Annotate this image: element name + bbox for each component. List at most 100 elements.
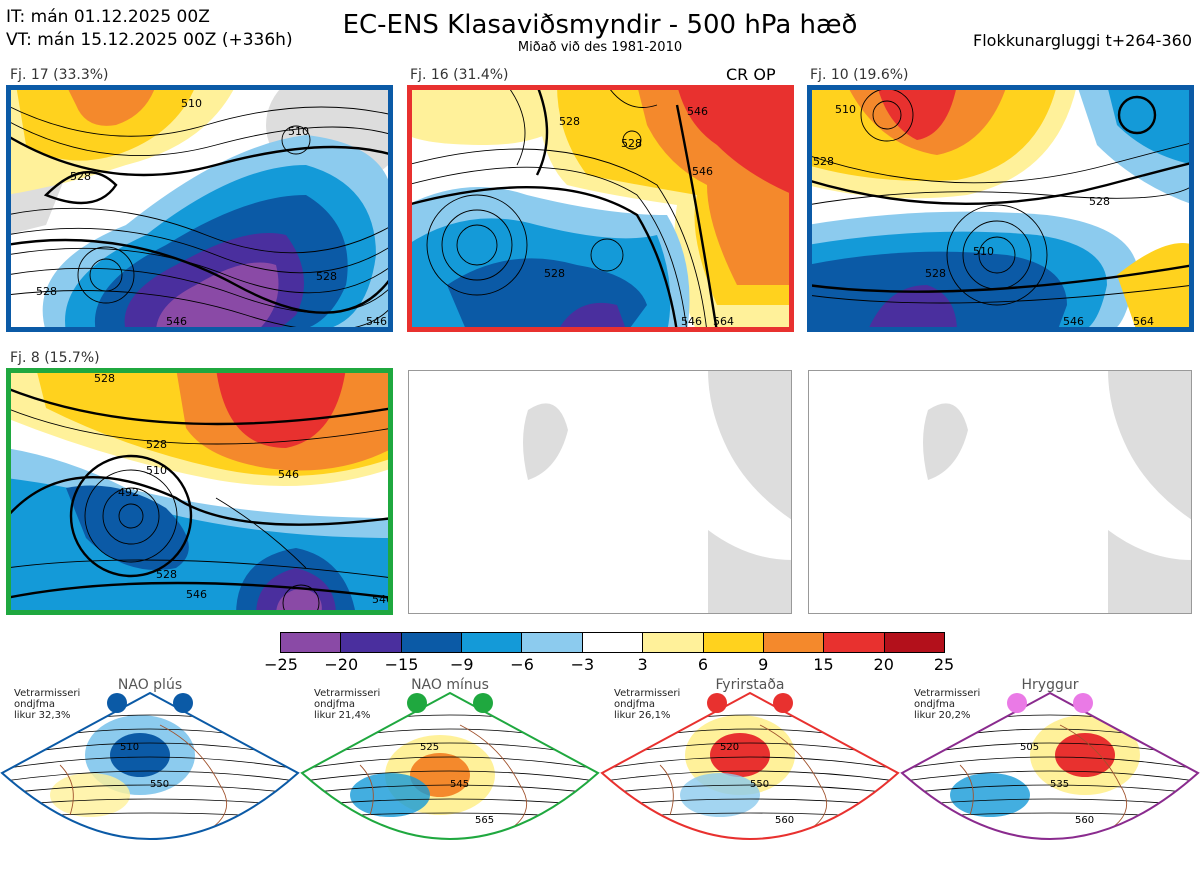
contour-label: 528 (94, 372, 115, 385)
initial-time: IT: mán 01.12.2025 00Z (6, 6, 293, 29)
colorbar-tick-label: 6 (683, 655, 723, 674)
contour-label: 546 (186, 588, 207, 601)
regime-note-line: Vetrarmisseri (614, 688, 680, 699)
colorbar-tick-label: −6 (502, 655, 542, 674)
contour-label: 546 (366, 315, 387, 328)
colorbar-tick-label: 20 (864, 655, 904, 674)
colorbar-cell (704, 633, 764, 652)
panel-3-label: Fj. 10 (19.6%) (810, 67, 909, 83)
contour-label: 510 (288, 125, 309, 138)
contour-label: 546 (1063, 315, 1084, 328)
colorbar-cell (281, 633, 341, 652)
contour-label: 492 (118, 486, 139, 499)
regime-contour-label: 545 (450, 779, 469, 790)
contour-label: 528 (36, 285, 57, 298)
regime-note-line: ondjfma (614, 699, 680, 710)
colorbar-tick-label: 25 (924, 655, 964, 674)
regime-note-line: Vetrarmisseri (314, 688, 380, 699)
regime-note-line: ondjfma (14, 699, 80, 710)
colorbar-cell (643, 633, 703, 652)
regime-note-line: Vetrarmisseri (14, 688, 80, 699)
colorbar-cell (583, 633, 643, 652)
regime-marker-dot (1073, 693, 1093, 713)
regime-note-line: likur 21,4% (314, 710, 380, 721)
contour-label: 564 (1133, 315, 1154, 328)
header-dates: IT: mán 01.12.2025 00Z VT: mán 15.12.202… (6, 6, 293, 52)
contour-label: 510 (146, 464, 167, 477)
panel-2-tag: CR OP (726, 65, 776, 84)
regime-contour-label: 535 (1050, 779, 1069, 790)
panel-1-label: Fj. 17 (33.3%) (10, 67, 109, 83)
regime-marker-dot (407, 693, 427, 713)
regime-marker-dot (707, 693, 727, 713)
regime-marker-dot (107, 693, 127, 713)
panel-2-label: Fj. 16 (31.4%) (410, 67, 509, 83)
contour-label: 546 (681, 315, 702, 328)
colorbar (280, 632, 945, 653)
contour-label: 528 (156, 568, 177, 581)
regime-contour-label: 520 (720, 742, 739, 753)
regime-title: Hryggur (990, 677, 1110, 693)
regime-note-line: likur 26,1% (614, 710, 680, 721)
regime-marker-dot (473, 693, 493, 713)
page-title: EC-ENS Klasaviðsmyndir - 500 hPa hæð (300, 10, 900, 40)
regime-marker-dot (773, 693, 793, 713)
contour-label: 564 (713, 315, 734, 328)
contour-label: 546 (372, 593, 393, 606)
regime-contour-label: 505 (1020, 742, 1039, 753)
contour-label: 546 (687, 105, 708, 118)
page-subtitle: Miðað við des 1981-2010 (300, 40, 900, 55)
colorbar-cell (341, 633, 401, 652)
contour-label: 528 (925, 267, 946, 280)
regime-note-line: likur 20,2% (914, 710, 980, 721)
colorbar-cell (402, 633, 462, 652)
empty-map-panel-5 (408, 370, 792, 614)
contour-label: 510 (181, 97, 202, 110)
panel-4-label: Fj. 8 (15.7%) (10, 350, 100, 366)
regime-contour-label: 550 (150, 779, 169, 790)
contour-label: 528 (316, 270, 337, 283)
classification-window: Flokkunargluggi t+264-360 (973, 31, 1192, 50)
regime-contour-label: 560 (1075, 815, 1094, 826)
contour-label: 546 (692, 165, 713, 178)
regime-note: Vetrarmisseri ondjfma likur 32,3% (14, 688, 80, 721)
contour-label: 546 (278, 468, 299, 481)
regime-note-line: ondjfma (914, 699, 980, 710)
contour-label: 546 (166, 315, 187, 328)
regime-note: Vetrarmisseri ondjfma likur 26,1% (614, 688, 680, 721)
colorbar-tick-label: −3 (562, 655, 602, 674)
colorbar-tick-label: −9 (442, 655, 482, 674)
regime-contour-label: 565 (475, 815, 494, 826)
regime-note-line: likur 32,3% (14, 710, 80, 721)
map-panel-3[interactable]: 510 528 528 510 528 546 564 (807, 85, 1194, 332)
colorbar-cell (522, 633, 582, 652)
regime-contour-label: 510 (120, 742, 139, 753)
colorbar-tick-label: −20 (321, 655, 361, 674)
colorbar-tick-label: 9 (743, 655, 783, 674)
regime-title: NAO mínus (390, 677, 510, 693)
colorbar-tick-label: −25 (261, 655, 301, 674)
regime-note: Vetrarmisseri ondjfma likur 20,2% (914, 688, 980, 721)
contour-label: 510 (973, 245, 994, 258)
regime-contour-label: 525 (420, 742, 439, 753)
colorbar-cell (462, 633, 522, 652)
regime-title: Fyrirstaða (690, 677, 810, 693)
colorbar-cell (885, 633, 944, 652)
regime-marker-dot (173, 693, 193, 713)
regime-contour-label: 550 (750, 779, 769, 790)
map-panel-4[interactable]: 528 528 546 492 510 528 546 546 (6, 368, 393, 615)
regime-contour-label: 560 (775, 815, 794, 826)
map-panel-1[interactable]: 510 510 528 528 546 528 546 (6, 85, 393, 332)
colorbar-cell (824, 633, 884, 652)
contour-label: 528 (544, 267, 565, 280)
regime-note-line: Vetrarmisseri (914, 688, 980, 699)
colorbar-cell (764, 633, 824, 652)
contour-label: 528 (813, 155, 834, 168)
colorbar-tick-label: 15 (803, 655, 843, 674)
contour-label: 528 (1089, 195, 1110, 208)
regime-note-line: ondjfma (314, 699, 380, 710)
map-panel-2[interactable]: 528 546 528 546 528 546 564 (407, 85, 794, 332)
contour-label: 528 (621, 137, 642, 150)
contour-label: 528 (559, 115, 580, 128)
contour-label: 528 (70, 170, 91, 183)
